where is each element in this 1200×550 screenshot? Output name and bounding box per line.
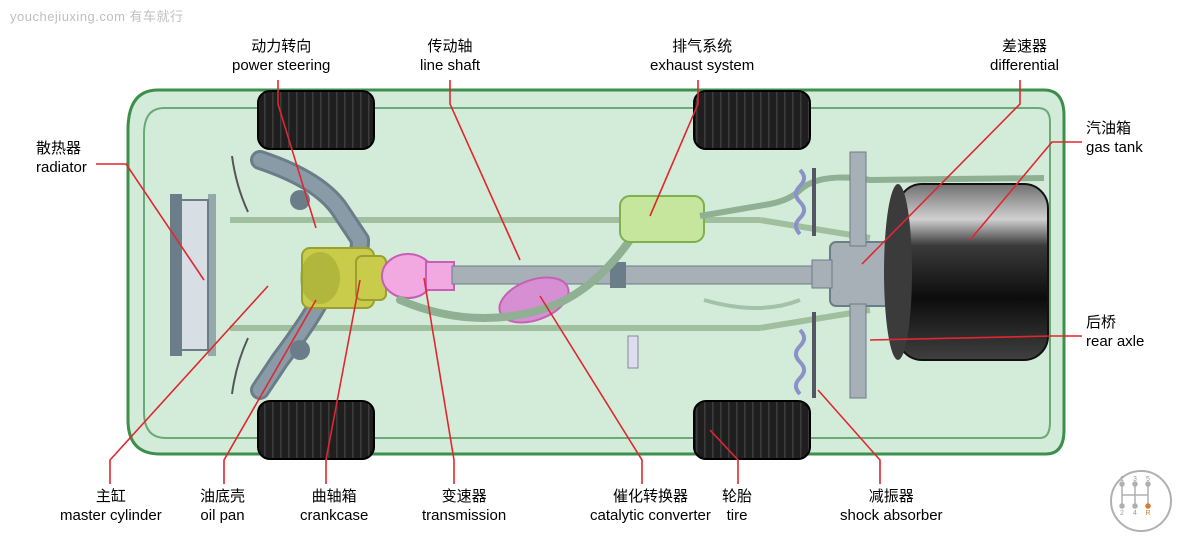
label-power-steering: 动力转向power steering xyxy=(232,38,330,76)
label-transmission: 变速器transmission xyxy=(422,488,506,526)
label-crankcase: 曲轴箱crankcase xyxy=(300,488,368,526)
svg-text:2: 2 xyxy=(1120,510,1124,517)
label-rear-axle: 后桥rear axle xyxy=(1086,314,1144,352)
label-line-shaft: 传动轴line shaft xyxy=(420,38,480,76)
svg-text:R: R xyxy=(1145,510,1150,517)
label-catalytic-converter: 催化转换器catalytic converter xyxy=(590,488,711,526)
svg-text:3: 3 xyxy=(1133,476,1137,483)
label-oil-pan: 油底壳oil pan xyxy=(200,488,245,526)
label-radiator: 散热器radiator xyxy=(36,140,87,178)
diagram-stage: { "watermark": "youchejiuxing.com 有车就行",… xyxy=(0,0,1200,550)
svg-text:4: 4 xyxy=(1133,510,1137,517)
label-tire: 轮胎tire xyxy=(722,488,752,526)
svg-text:5: 5 xyxy=(1146,476,1150,483)
label-exhaust-system: 排气系统exhaust system xyxy=(650,38,754,76)
label-gas-tank: 汽油箱gas tank xyxy=(1086,120,1143,158)
label-shock-absorber: 减振器shock absorber xyxy=(840,488,943,526)
label-master-cylinder: 主缸master cylinder xyxy=(60,488,162,526)
car-diagram-svg xyxy=(0,0,1200,550)
gearshift-logo-icon: 1 3 5 2 4 R xyxy=(1110,470,1172,532)
label-differential: 差速器differential xyxy=(990,38,1059,76)
svg-text:1: 1 xyxy=(1120,476,1124,483)
